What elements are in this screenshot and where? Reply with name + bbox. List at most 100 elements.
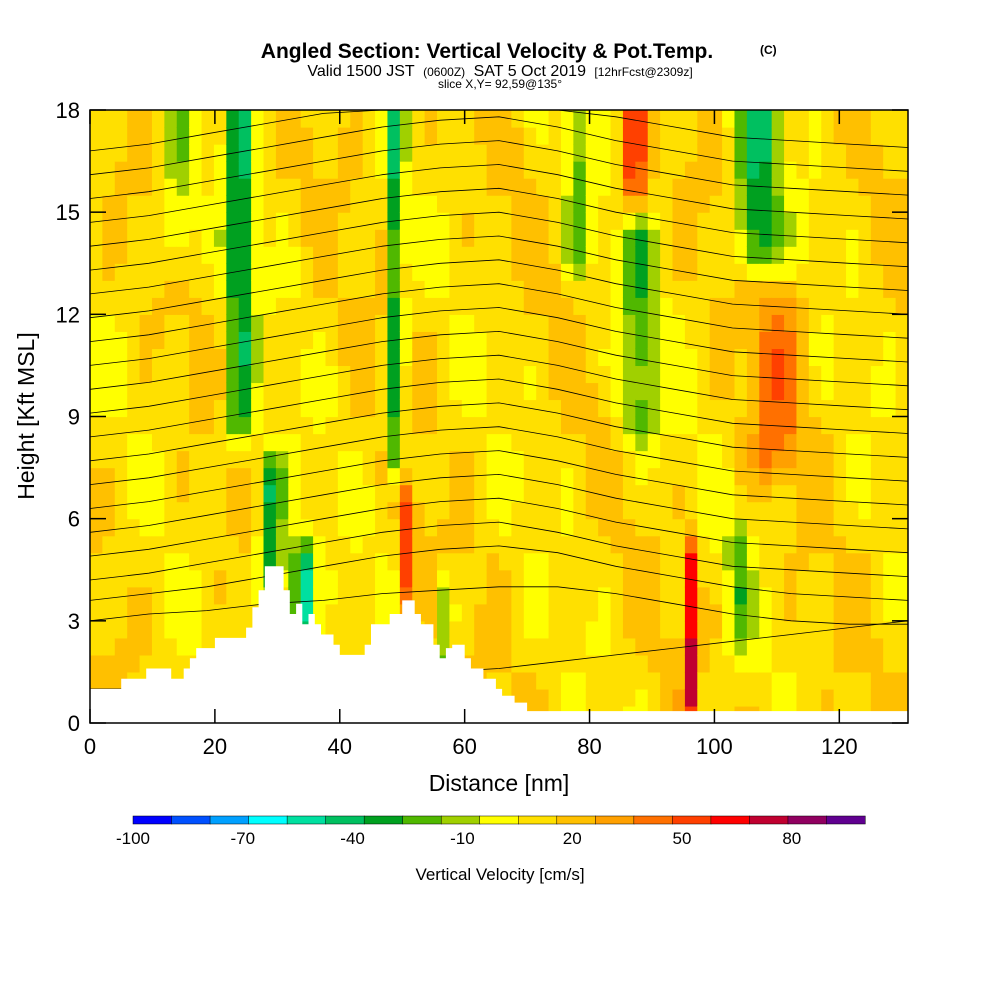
velocity-cell [238,263,252,281]
velocity-cell [573,450,587,469]
velocity-cell [139,603,153,622]
velocity-cell [833,518,847,537]
velocity-cell [796,127,810,145]
velocity-cell [858,178,872,196]
velocity-cell [709,127,723,145]
velocity-cell [709,518,723,537]
velocity-cell [722,603,736,622]
velocity-cell [350,586,364,605]
velocity-cell [399,552,413,571]
velocity-cell [858,518,872,537]
velocity-cell [635,195,649,213]
velocity-cell [189,314,203,332]
velocity-cell [313,314,327,332]
velocity-cell [573,127,587,145]
velocity-cell [635,382,649,401]
velocity-cell [499,280,512,298]
velocity-cell [610,535,624,554]
velocity-cell [622,263,636,281]
velocity-cell [176,552,190,571]
velocity-cell [449,263,463,281]
velocity-cell [189,382,203,401]
colorbar-tick-label: -100 [116,829,150,848]
velocity-cell [375,399,389,418]
velocity-cell [275,552,289,571]
velocity-cell [362,161,376,179]
velocity-cell [734,518,748,537]
velocity-cell [548,348,562,367]
velocity-cell [808,212,822,230]
velocity-cell [598,603,612,622]
velocity-cell [201,620,215,639]
velocity-cell [548,586,562,605]
velocity-cell [598,144,612,162]
velocity-cell [821,382,835,401]
velocity-cell [213,348,227,367]
colorbar-swatch [325,815,365,825]
velocity-cell [449,246,463,264]
velocity-cell [895,671,908,690]
velocity-cell [337,637,351,656]
velocity-cell [833,314,847,332]
velocity-cell [499,348,512,367]
velocity-cell [325,433,339,452]
velocity-cell [151,484,165,503]
velocity-cell [449,348,463,367]
velocity-cell [486,331,500,349]
plot-area [90,110,908,723]
velocity-cell [598,433,612,452]
velocity-cell [474,229,488,247]
velocity-cell [771,484,785,503]
velocity-cell [895,110,908,128]
velocity-cell [895,297,908,315]
velocity-cell [424,433,438,452]
velocity-cell [746,603,760,622]
velocity-cell [709,348,723,367]
velocity-cell [412,569,426,588]
velocity-cell [784,552,798,571]
velocity-cell [548,518,562,537]
velocity-cell [127,620,141,639]
velocity-cell [213,467,227,486]
velocity-cell [573,348,587,367]
velocity-cell [734,433,748,452]
velocity-cell [486,144,500,162]
velocity-cell [647,501,661,520]
velocity-cell [189,331,203,349]
velocity-cell [114,484,128,503]
velocity-cell [796,484,810,503]
velocity-cell [350,501,364,520]
velocity-cell [635,688,649,707]
velocity-cell [325,178,339,196]
velocity-cell [784,433,798,452]
velocity-cell [399,331,413,349]
velocity-cell [511,348,525,367]
velocity-cell [672,280,686,298]
velocity-cell [672,229,686,247]
velocity-cell [709,433,723,452]
y-tick-label: 18 [56,98,80,123]
velocity-cell [796,263,810,281]
velocity-cell [598,586,612,605]
velocity-cell [536,178,550,196]
velocity-cell [573,518,587,537]
velocity-cell [164,484,178,503]
velocity-cell [362,331,376,349]
velocity-cell [127,450,141,469]
velocity-cell [499,178,512,196]
velocity-cell [585,586,599,605]
velocity-cell [176,637,190,656]
velocity-cell [238,484,252,503]
velocity-cell [883,484,897,503]
velocity-cell [325,229,339,247]
velocity-cell [833,620,847,639]
velocity-cell [474,484,488,503]
velocity-cell [139,246,153,264]
velocity-cell [895,467,908,486]
velocity-cell [573,637,587,656]
velocity-cell [437,263,451,281]
velocity-cell [127,467,141,486]
velocity-cell [808,161,822,179]
velocity-cell [746,637,760,656]
velocity-cell [461,195,475,213]
